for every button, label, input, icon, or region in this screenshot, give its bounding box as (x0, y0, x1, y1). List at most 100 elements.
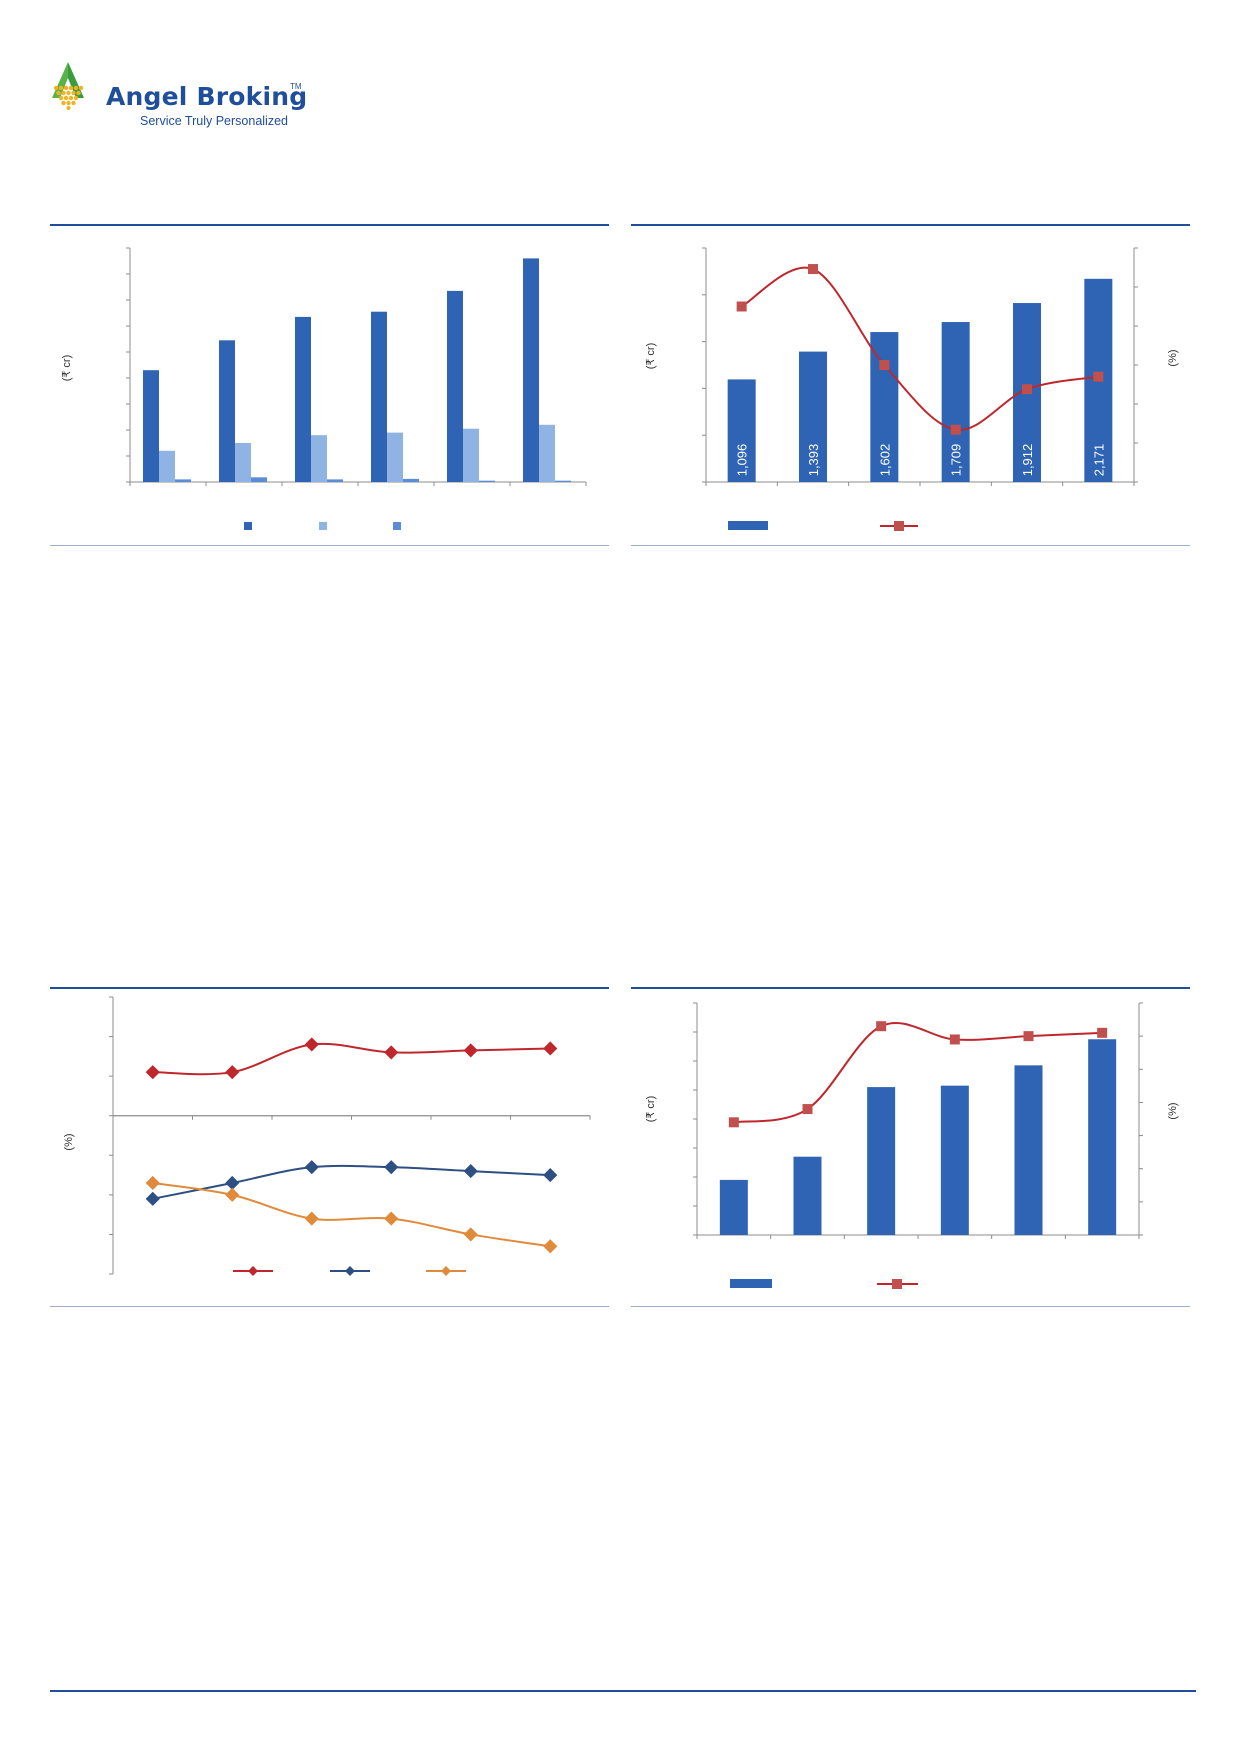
chart1-ylabel: (₹ cr) (61, 355, 73, 382)
chart3-marker-s2 (384, 1160, 399, 1175)
chart2-bar (941, 322, 970, 482)
chart3-marker-s3 (145, 1175, 160, 1191)
panel-3-top-rule (50, 987, 609, 989)
footer-rule (50, 1690, 1196, 1692)
chart1-bar-s3 (175, 479, 191, 482)
chart3-marker-s2 (543, 1168, 558, 1183)
chart3-marker-s3 (384, 1211, 399, 1226)
chart3-legend-marker-2 (345, 1266, 355, 1276)
chart3-marker-s3 (304, 1211, 319, 1226)
chart1-bar-s3 (479, 480, 495, 482)
brand-tagline: Service Truly Personalized (140, 114, 288, 128)
chart1-legend-swatch-2 (319, 522, 327, 530)
chart4-bar (1014, 1065, 1043, 1235)
chart3-marker-s1 (225, 1065, 240, 1080)
chart2-line-marker (808, 264, 818, 275)
chart3-line-s1 (152, 1042, 551, 1076)
chart4-line-marker (728, 1117, 739, 1128)
chart-3: (%) (63, 996, 591, 1276)
chart1-bar-s1 (219, 340, 235, 482)
chart-2: (₹ cr) (%) 1,096 1,393 1,602 1,709 1,912 2,171 (645, 247, 1179, 531)
chart4-bar (940, 1085, 969, 1235)
panel-2-top-rule (631, 224, 1190, 226)
brand-logo: Angel Broking TM Service Truly Personali… (52, 62, 312, 132)
chart1-bar-s2 (539, 424, 555, 482)
chart3-marker-s2 (225, 1175, 240, 1191)
chart3-marker-s3 (225, 1187, 240, 1202)
chart2-bar (799, 351, 827, 482)
chart4-line-marker (1023, 1031, 1034, 1042)
chart2-bar-label: 1,912 (1020, 444, 1035, 477)
chart3-marker-s2 (304, 1160, 319, 1175)
chart1-bar-s2 (159, 450, 175, 482)
chart-1: (₹ cr) (61, 247, 587, 530)
chart3-marker-s2 (463, 1164, 478, 1179)
chart2-line-marker (879, 360, 890, 370)
chart1-bar-s1 (143, 370, 159, 482)
chart2-bar (727, 379, 756, 482)
chart3-ylabel: (%) (63, 1133, 75, 1150)
chart1-bar-s2 (387, 432, 403, 482)
chart1-bar-s3 (555, 480, 571, 482)
chart3-legend-marker-3 (441, 1266, 451, 1276)
chart1-bar-s1 (447, 290, 463, 482)
chart4-margin-line (733, 1021, 1103, 1124)
chart3-marker-s3 (463, 1227, 478, 1242)
chart4-y2label: (%) (1167, 1102, 1179, 1119)
chart-4: (₹ cr) (%) (645, 1002, 1179, 1289)
chart-3-panel: (%) (50, 989, 609, 1305)
chart1-bar-s1 (295, 316, 311, 482)
chart2-bar-label: 1,709 (949, 444, 964, 477)
chart3-marker-s3 (543, 1239, 558, 1254)
trademark: TM (290, 82, 302, 91)
chart2-bar-label: 2,171 (1091, 444, 1106, 477)
angel-logo-icon (52, 62, 84, 110)
chart3-legend-marker-1 (248, 1266, 258, 1276)
chart2-legend-bar-swatch (728, 521, 768, 530)
chart4-bar (1088, 1039, 1117, 1235)
chart3-marker-s1 (145, 1065, 160, 1080)
chart4-line-marker (1097, 1027, 1108, 1038)
chart2-line-marker (1093, 371, 1104, 382)
panel-3-bottom-rule (50, 1306, 609, 1307)
chart3-marker-s2 (145, 1191, 160, 1206)
chart4-line-marker (949, 1034, 960, 1045)
panel-1-bottom-rule (50, 545, 609, 546)
chart4-line-marker (802, 1104, 813, 1115)
chart2-ylabel: (₹ cr) (645, 343, 657, 370)
chart2-bar (870, 332, 899, 482)
chart3-marker-s1 (463, 1043, 478, 1058)
chart-1-panel: (₹ cr) (50, 226, 609, 544)
chart1-bar-s3 (251, 477, 267, 482)
chart-2-panel: (₹ cr) (%) 1,096 1,393 1,602 1,709 1,912 2,171 (631, 226, 1190, 544)
panel-2-bottom-rule (631, 545, 1190, 546)
chart3-marker-s1 (384, 1045, 399, 1060)
chart1-bar-s2 (235, 443, 251, 482)
chart2-growth-line (741, 266, 1099, 431)
chart2-y2label: (%) (1167, 349, 1179, 366)
chart2-line-marker (950, 424, 961, 435)
chart2-line-marker (736, 301, 747, 312)
chart2-bar-label: 1,393 (806, 444, 821, 477)
chart4-legend-bar-swatch (730, 1279, 772, 1288)
chart1-legend-swatch-1 (244, 522, 252, 530)
chart1-bar-s2 (311, 435, 327, 482)
chart4-bar (719, 1179, 748, 1235)
panel-4-top-rule (631, 987, 1190, 989)
chart1-legend-swatch-3 (393, 522, 401, 530)
panel-1-top-rule (50, 224, 609, 226)
chart4-ylabel: (₹ cr) (645, 1096, 657, 1123)
chart2-legend-marker (894, 521, 904, 531)
chart4-line-marker (876, 1021, 887, 1032)
chart4-bar (867, 1087, 896, 1235)
chart1-bar-s3 (403, 478, 419, 482)
chart1-bar-s3 (327, 479, 343, 482)
chart2-bar-label: 1,096 (735, 444, 750, 477)
chart1-bar-s1 (371, 311, 387, 482)
chart1-bar-s2 (463, 428, 479, 482)
chart3-line-s3 (152, 1181, 551, 1248)
chart4-bar (793, 1156, 822, 1235)
chart2-bar-label: 1,602 (877, 444, 892, 477)
panel-4-bottom-rule (631, 1306, 1190, 1307)
brand-name: Angel Broking (106, 82, 308, 111)
